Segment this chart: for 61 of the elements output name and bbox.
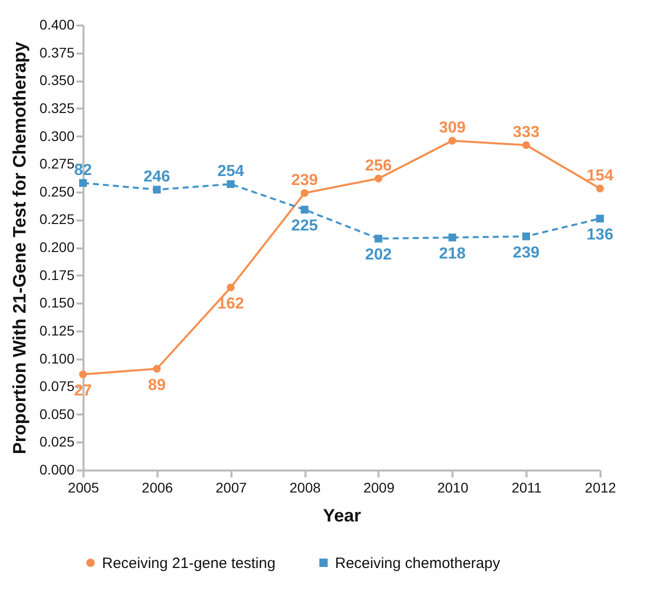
x-tick-label: 2009 (363, 480, 395, 496)
annotation: 239 (512, 244, 540, 262)
point (522, 232, 530, 240)
annotation: 154 (586, 168, 614, 185)
point (596, 214, 604, 222)
point (374, 174, 382, 182)
x-tick-label: 2008 (289, 480, 321, 496)
legend-label: Receiving 21-gene testing (102, 554, 276, 572)
annotation: 239 (291, 172, 318, 189)
annotation: 89 (148, 376, 166, 394)
x-tick-label: 2012 (584, 480, 616, 496)
x-tick-label: 2005 (68, 480, 100, 496)
point (448, 234, 456, 242)
annotation: 202 (365, 246, 392, 264)
x-tick-label: 2011 (512, 480, 542, 496)
point (79, 179, 87, 187)
y-tick-label: 0.150 (39, 294, 75, 311)
y-tick-label: 0.325 (39, 100, 75, 116)
point (448, 136, 456, 145)
y-tick-label: 0.075 (39, 378, 75, 394)
y-tick-label: 0.275 (39, 156, 75, 172)
annotation: 256 (365, 158, 392, 175)
point (596, 184, 604, 192)
annotation: 333 (512, 124, 540, 142)
y-tick-label: 0.025 (39, 434, 75, 450)
y-tick-label: 0.375 (39, 44, 75, 60)
annotation: 136 (586, 226, 614, 244)
annotation: 218 (438, 245, 466, 262)
y-tick-label: 0.300 (39, 128, 75, 144)
y-tick-label: 0.000 (39, 462, 75, 478)
annotation: 82 (74, 162, 92, 179)
y-axis-title: Proportion With 21-Gene Test for Chemotherapy (9, 42, 30, 454)
y-tick-label: 0.200 (39, 239, 75, 255)
y-tick-label: 0.050 (39, 406, 75, 422)
point (374, 234, 382, 242)
point (522, 141, 530, 150)
annotation: 225 (291, 218, 318, 235)
annotation: 27 (74, 382, 92, 400)
y-tick-label: 0.225 (39, 211, 75, 228)
y-tick-label: 0.175 (39, 266, 75, 283)
point (226, 284, 235, 292)
x-tick-label: 2007 (216, 480, 247, 496)
legend-label: Receiving chemotherapy (335, 554, 501, 572)
point (226, 180, 235, 188)
point (300, 206, 308, 214)
point (152, 186, 161, 194)
point (152, 364, 161, 373)
annotation: 162 (217, 296, 244, 313)
y-tick-label: 0.100 (39, 350, 75, 366)
y-tick-label: 0.250 (39, 183, 75, 200)
y-tick-label: 0.400 (39, 16, 75, 32)
x-axis-title: Year (322, 506, 362, 526)
x-tick-label: 2010 (437, 480, 469, 496)
y-tick-label: 0.350 (39, 72, 75, 88)
y-tick-label: 0.125 (39, 322, 75, 338)
annotation: 309 (438, 120, 466, 137)
point (79, 370, 87, 378)
annotation: 254 (217, 163, 244, 180)
x-tick-label: 2006 (142, 480, 174, 496)
point (300, 189, 308, 197)
annotation: 246 (144, 168, 170, 186)
